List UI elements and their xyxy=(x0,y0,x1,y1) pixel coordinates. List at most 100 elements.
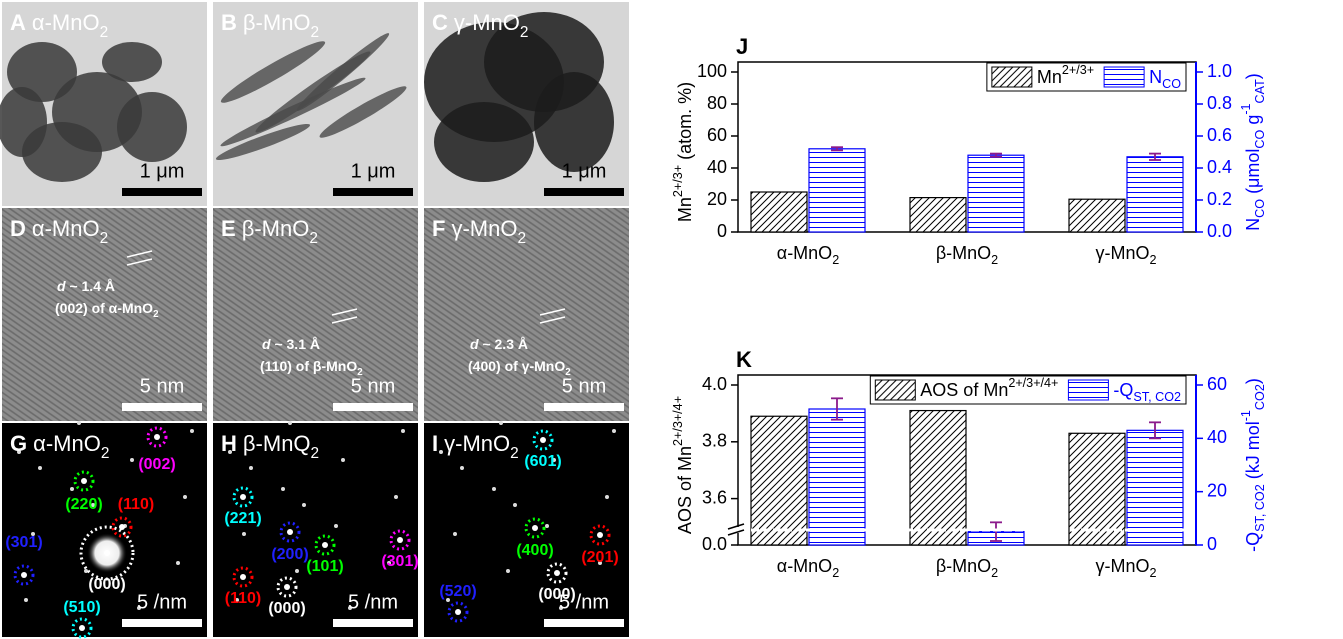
script-run: CAT xyxy=(1253,79,1267,104)
scale-bar xyxy=(544,403,624,411)
diffraction-dot xyxy=(460,466,464,470)
text-run: ) xyxy=(1243,73,1263,79)
text-run: N xyxy=(1149,67,1162,87)
micrograph: Dα-MnO25 nmd ~ 1.4 Å(002) of α-MnO2 xyxy=(2,208,207,421)
scale-bar xyxy=(122,403,202,411)
diffraction-dot xyxy=(513,503,517,507)
spot xyxy=(154,434,160,440)
script-run: 2 xyxy=(517,230,526,247)
spot-index: (000) xyxy=(538,586,575,603)
script-run: 2 xyxy=(311,445,320,462)
scale-label: 5 nm xyxy=(351,375,395,397)
spot xyxy=(104,550,110,556)
text-run: ~ 3.1 Å xyxy=(271,336,320,352)
micrograph: Iγ-MnO25 /nm(601)(400)(201)(520)(000) xyxy=(424,421,629,637)
particle xyxy=(434,102,534,182)
spot-index: (002) xyxy=(138,456,175,473)
script-run: 2 xyxy=(991,253,998,267)
scale-bar xyxy=(122,188,202,196)
text-run: (μmol xyxy=(1243,149,1263,199)
text-run: ) xyxy=(1243,378,1263,384)
diffraction-dot xyxy=(130,458,134,462)
bar xyxy=(1127,157,1183,232)
y-tick-label: 0 xyxy=(717,221,727,241)
legend-swatch xyxy=(875,380,915,400)
script-run: 2 xyxy=(153,309,159,320)
text-run: β-MnQ xyxy=(243,431,311,456)
particle xyxy=(102,42,162,82)
panel-letter: B xyxy=(221,10,237,35)
scale-bar xyxy=(333,188,413,196)
scale-label: 5 nm xyxy=(562,375,606,397)
panel-letter: G xyxy=(10,431,27,456)
diffraction-dot xyxy=(249,466,253,470)
spot xyxy=(81,478,87,484)
script-run: CO xyxy=(1253,199,1267,218)
micrograph: Fγ-MnO25 nmd ~ 2.3 Å(400) of γ-MnO2 xyxy=(424,208,629,421)
text-run: AOS of Mn xyxy=(920,380,1008,400)
micrograph: Hβ-MnQ25 /nm(221)(200)(110)(101)(301)(00… xyxy=(213,421,419,637)
diffraction-dot xyxy=(612,429,616,433)
y2-tick-label: 0.4 xyxy=(1207,157,1232,177)
y2-tick-label: 0 xyxy=(1207,534,1217,554)
micrograph: Cγ-MnO21 μm xyxy=(424,2,629,206)
spot-index: (301) xyxy=(381,553,418,570)
diffraction-dot xyxy=(453,532,457,536)
diffraction-dot xyxy=(295,569,299,573)
y2-axis-label: -QST, CO2 (kJ mol-1CO2) xyxy=(1239,378,1267,552)
text-run: β-MnO xyxy=(936,243,991,263)
panel-label: K xyxy=(736,347,752,372)
text-run: AOS of Mn xyxy=(675,446,695,534)
spot-index: (520) xyxy=(439,583,476,600)
scale-bar xyxy=(544,188,624,196)
script-run: -1 xyxy=(1239,410,1253,421)
script-run: 2 xyxy=(100,230,109,247)
text-run: -Q xyxy=(1113,380,1133,400)
y-axis-label: Mn2+/3+ (atom. %) xyxy=(671,82,694,222)
script-run: 2+/3+/4+ xyxy=(671,396,685,446)
script-run: 2 xyxy=(309,230,318,247)
spot xyxy=(79,625,85,631)
spot xyxy=(240,574,246,580)
diffraction-dot xyxy=(605,495,609,499)
text-run: (002) of α-MnO xyxy=(55,300,153,316)
diffraction-dot xyxy=(190,429,194,433)
x-tick-label: α-MnO2 xyxy=(777,243,839,268)
spot-index: (510) xyxy=(63,599,100,616)
script-run: 2 xyxy=(311,24,320,41)
spot-index: (301) xyxy=(5,534,42,551)
spot xyxy=(532,525,538,531)
bar xyxy=(809,149,865,232)
script-run: -1 xyxy=(1239,103,1253,114)
spot-index: (201) xyxy=(581,549,618,566)
panel-letter: A xyxy=(10,10,26,35)
y-tick-label: 0.0 xyxy=(702,534,727,554)
panel-letter: I xyxy=(432,431,438,456)
particle xyxy=(117,92,187,162)
text-run: α-MnO xyxy=(777,556,832,576)
diffraction-dot xyxy=(288,421,292,425)
diffraction-dot xyxy=(38,466,42,470)
text-run: N xyxy=(1243,218,1263,231)
text-run: α-MnO xyxy=(33,431,101,456)
spot-index: (221) xyxy=(224,510,261,527)
spot xyxy=(287,529,293,535)
y2-tick-label: 20 xyxy=(1207,480,1227,500)
bar xyxy=(1069,433,1125,545)
text-run: β-MnO xyxy=(242,216,310,241)
bar xyxy=(968,155,1024,232)
script-run: 2+/3+/4+ xyxy=(1008,376,1058,390)
d-spacing: d ~ 2.3 Å xyxy=(470,336,528,352)
text-run: γ-MnO xyxy=(454,10,520,35)
legend: Mn2+/3+NCO xyxy=(987,63,1186,91)
y-tick-label: 3.8 xyxy=(702,431,727,451)
scale-bar xyxy=(333,619,413,627)
script-run: 2 xyxy=(100,24,109,41)
text-run: (atom. %) xyxy=(675,82,695,165)
script-run: CO xyxy=(1162,77,1181,91)
panel-letter: H xyxy=(221,431,237,456)
panel-letter: D xyxy=(10,216,26,241)
text-run: ~ 2.3 Å xyxy=(479,336,528,352)
x-tick-label: β-MnO2 xyxy=(936,243,998,268)
